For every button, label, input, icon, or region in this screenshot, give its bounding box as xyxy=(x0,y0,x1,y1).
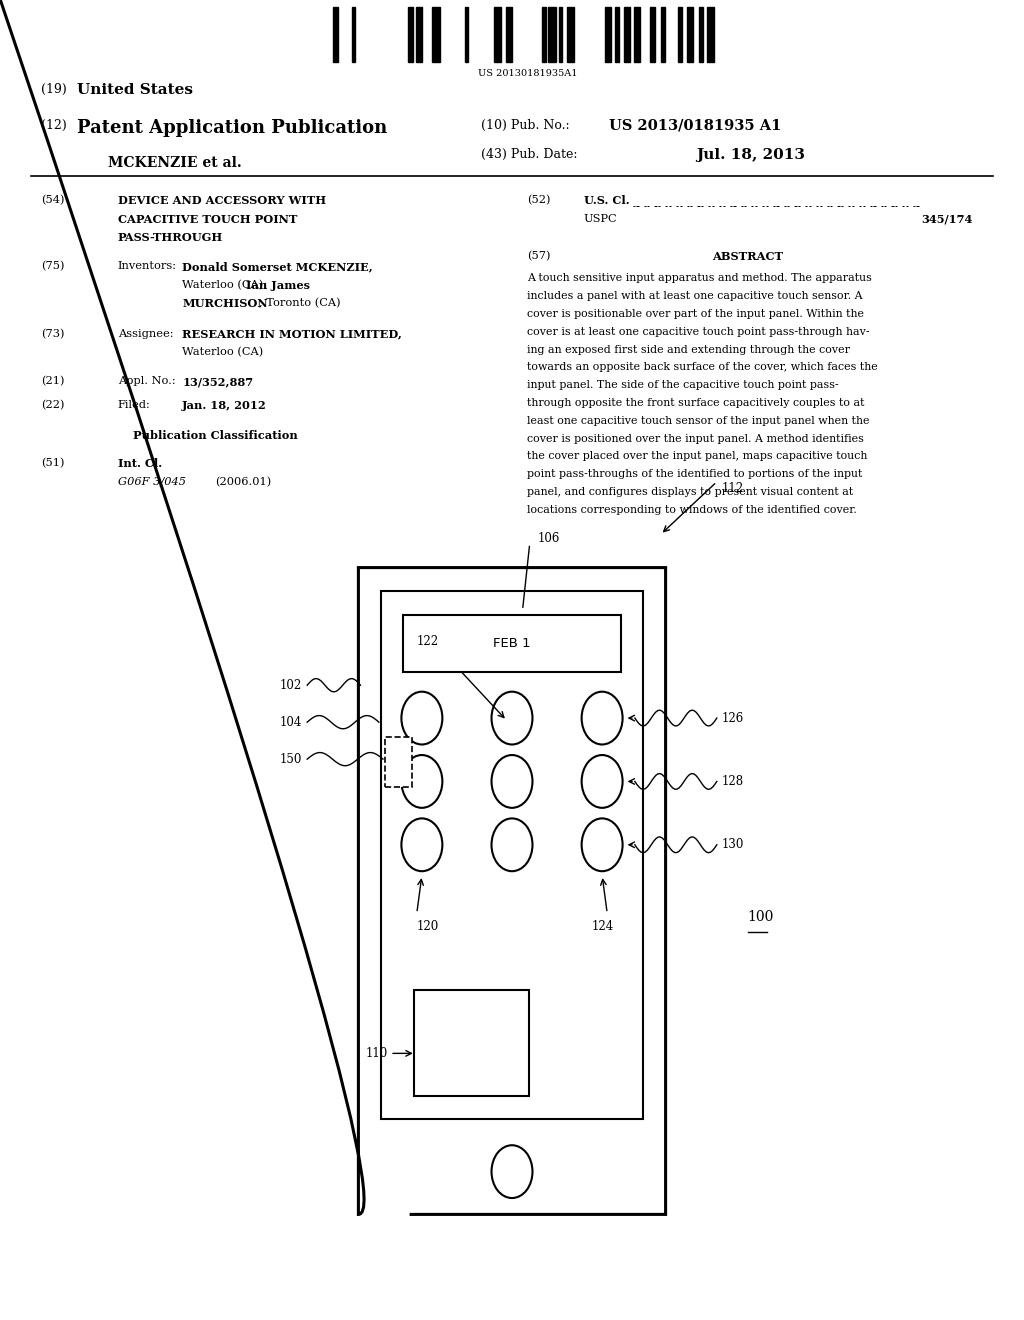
Text: A touch sensitive input apparatus and method. The apparatus: A touch sensitive input apparatus and me… xyxy=(527,273,872,284)
Text: (52): (52) xyxy=(527,195,551,206)
Bar xyxy=(650,7,655,62)
Text: 13/352,887: 13/352,887 xyxy=(182,376,253,387)
Text: 104: 104 xyxy=(280,715,302,729)
Bar xyxy=(567,7,573,62)
Text: 126: 126 xyxy=(722,711,744,725)
Text: Waterloo (CA);: Waterloo (CA); xyxy=(182,280,271,290)
Text: least one capacitive touch sensor of the input panel when the: least one capacitive touch sensor of the… xyxy=(527,416,869,426)
Text: 345/174: 345/174 xyxy=(922,214,973,224)
Text: input panel. The side of the capacitive touch point pass-: input panel. The side of the capacitive … xyxy=(527,380,839,391)
Bar xyxy=(333,7,338,62)
Text: Waterloo (CA): Waterloo (CA) xyxy=(182,347,263,358)
Text: (21): (21) xyxy=(41,376,65,387)
Text: (19): (19) xyxy=(41,83,71,96)
Text: CAPACITIVE TOUCH POINT: CAPACITIVE TOUCH POINT xyxy=(118,214,297,224)
Text: Ian James: Ian James xyxy=(246,280,309,290)
Text: 130: 130 xyxy=(722,838,744,851)
Text: PASS-THROUGH: PASS-THROUGH xyxy=(118,232,223,243)
Bar xyxy=(385,737,412,787)
Text: United States: United States xyxy=(77,83,193,98)
Text: USPC: USPC xyxy=(584,214,617,224)
Bar xyxy=(465,7,468,62)
Bar xyxy=(707,7,715,62)
Text: (2006.01): (2006.01) xyxy=(215,477,271,487)
Text: cover is positioned over the input panel. A method identifies: cover is positioned over the input panel… xyxy=(527,433,864,444)
Text: 122: 122 xyxy=(417,635,439,648)
Bar xyxy=(559,7,562,62)
Text: ABSTRACT: ABSTRACT xyxy=(712,251,783,261)
Text: 128: 128 xyxy=(722,775,744,788)
PathPatch shape xyxy=(358,568,666,1214)
Text: G06F 3/045: G06F 3/045 xyxy=(118,477,185,487)
Text: FEB 1: FEB 1 xyxy=(494,638,530,649)
Bar xyxy=(506,7,512,62)
Text: (75): (75) xyxy=(41,261,65,272)
Text: includes a panel with at least one capacitive touch sensor. A: includes a panel with at least one capac… xyxy=(527,290,863,301)
Text: Filed:: Filed: xyxy=(118,400,151,411)
Text: Int. Cl.: Int. Cl. xyxy=(118,458,162,469)
Bar xyxy=(542,7,546,62)
Text: RESEARCH IN MOTION LIMITED,: RESEARCH IN MOTION LIMITED, xyxy=(182,329,402,339)
Text: (10) Pub. No.:: (10) Pub. No.: xyxy=(481,119,578,132)
Bar xyxy=(605,7,611,62)
Bar xyxy=(660,7,666,62)
Text: point pass-throughs of the identified to portions of the input: point pass-throughs of the identified to… xyxy=(527,469,863,479)
Text: 110: 110 xyxy=(366,1047,388,1060)
Text: Publication Classification: Publication Classification xyxy=(133,430,297,441)
Text: , Toronto (CA): , Toronto (CA) xyxy=(259,298,341,309)
Text: 120: 120 xyxy=(417,920,439,933)
Text: Jan. 18, 2012: Jan. 18, 2012 xyxy=(182,400,267,411)
Text: panel, and configures displays to present visual content at: panel, and configures displays to presen… xyxy=(527,487,854,498)
Text: (22): (22) xyxy=(41,400,65,411)
Bar xyxy=(625,7,630,62)
Text: Inventors:: Inventors: xyxy=(118,261,177,272)
Text: the cover placed over the input panel, maps capacitive touch: the cover placed over the input panel, m… xyxy=(527,451,867,462)
Bar xyxy=(432,7,440,62)
Text: 106: 106 xyxy=(538,532,560,545)
Bar xyxy=(678,7,682,62)
Text: MURCHISON: MURCHISON xyxy=(182,298,268,309)
Text: US 20130181935A1: US 20130181935A1 xyxy=(477,69,578,78)
Bar xyxy=(416,7,422,62)
Text: (51): (51) xyxy=(41,458,65,469)
Text: US 2013/0181935 A1: US 2013/0181935 A1 xyxy=(609,119,781,133)
Text: locations corresponding to windows of the identified cover.: locations corresponding to windows of th… xyxy=(527,504,857,515)
Text: Appl. No.:: Appl. No.: xyxy=(118,376,175,387)
Bar xyxy=(494,7,501,62)
Text: ing an exposed first side and extending through the cover: ing an exposed first side and extending … xyxy=(527,345,850,355)
Text: Jul. 18, 2013: Jul. 18, 2013 xyxy=(696,148,805,162)
Text: cover is at least one capacitive touch point pass-through hav-: cover is at least one capacitive touch p… xyxy=(527,327,870,337)
Text: U.S. Cl.: U.S. Cl. xyxy=(584,195,630,206)
Text: 100: 100 xyxy=(748,911,774,924)
Text: Assignee:: Assignee: xyxy=(118,329,173,339)
Bar xyxy=(687,7,693,62)
Text: 102: 102 xyxy=(280,678,302,692)
Bar xyxy=(634,7,640,62)
Bar xyxy=(408,7,413,62)
Text: cover is positionable over part of the input panel. Within the: cover is positionable over part of the i… xyxy=(527,309,864,319)
Text: Donald Somerset MCKENZIE,: Donald Somerset MCKENZIE, xyxy=(182,261,373,272)
Text: (54): (54) xyxy=(41,195,65,206)
Bar xyxy=(548,7,556,62)
Bar xyxy=(414,990,529,1096)
Text: 124: 124 xyxy=(592,920,614,933)
Text: 150: 150 xyxy=(280,752,302,766)
Bar xyxy=(403,615,621,672)
Text: (57): (57) xyxy=(527,251,551,261)
Text: towards an opposite back surface of the cover, which faces the: towards an opposite back surface of the … xyxy=(527,362,879,372)
Bar xyxy=(381,591,643,1119)
Text: through opposite the front surface capacitively couples to at: through opposite the front surface capac… xyxy=(527,399,865,408)
Bar xyxy=(698,7,702,62)
Text: (12): (12) xyxy=(41,119,71,132)
Text: 112: 112 xyxy=(722,482,744,495)
Bar xyxy=(351,7,355,62)
Text: (73): (73) xyxy=(41,329,65,339)
Bar xyxy=(615,7,620,62)
Text: DEVICE AND ACCESSORY WITH: DEVICE AND ACCESSORY WITH xyxy=(118,195,326,206)
Text: MCKENZIE et al.: MCKENZIE et al. xyxy=(108,156,242,170)
Text: Patent Application Publication: Patent Application Publication xyxy=(77,119,387,137)
Text: (43) Pub. Date:: (43) Pub. Date: xyxy=(481,148,578,161)
